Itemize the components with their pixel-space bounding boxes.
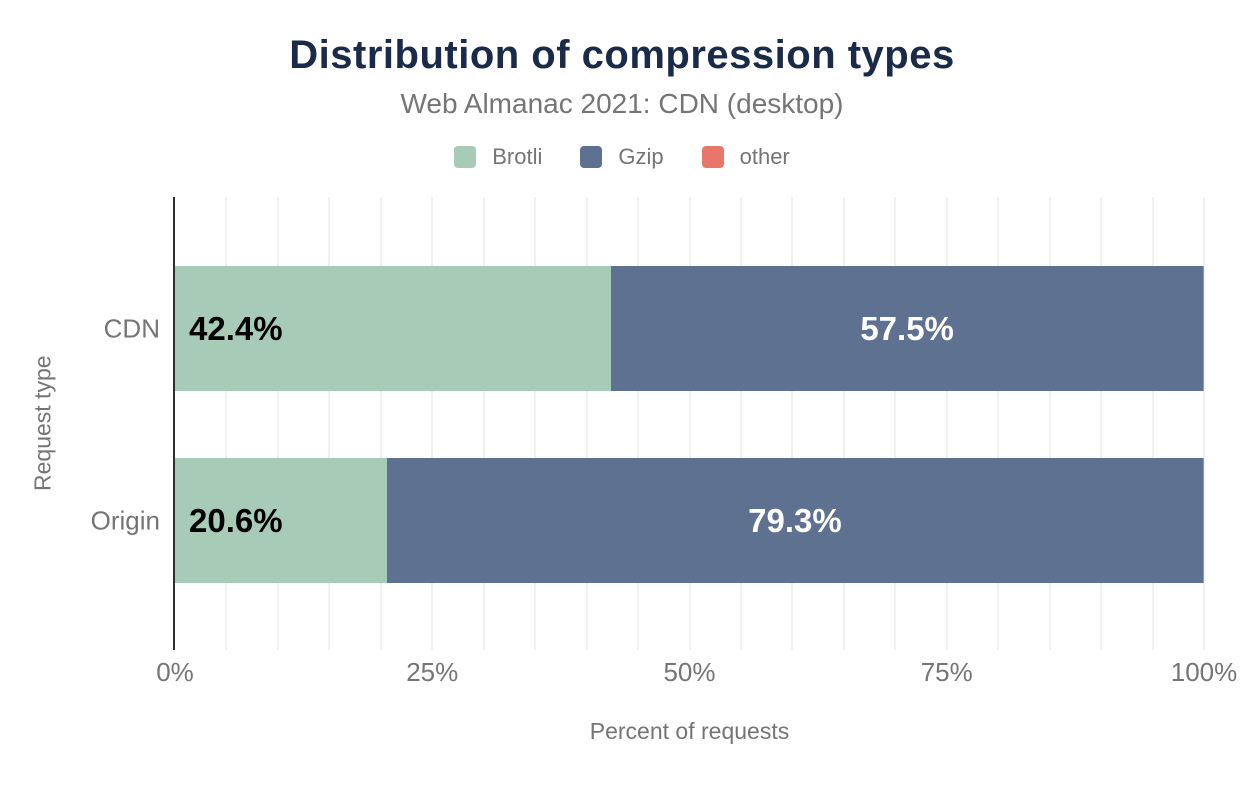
x-tick-label: 50% [663, 657, 716, 687]
bar-origin: Origin 20.6% 79.3% [91, 458, 1204, 583]
legend-label: other [739, 144, 790, 169]
plot-area: CDN 42.4% 57.5% Origin 20.6% 79.3% [91, 197, 1205, 650]
gridline [791, 197, 794, 650]
bar-segment-other [1202, 266, 1204, 391]
legend: Brotli Gzip other [0, 144, 1244, 170]
gridline [585, 197, 588, 650]
chart-title: Distribution of compression types [289, 33, 955, 77]
gridline [1100, 197, 1103, 650]
legend-item-brotli: Brotli [454, 144, 542, 170]
data-label: 57.5% [860, 309, 954, 347]
data-label: 79.3% [748, 501, 842, 539]
x-axis-ticks: 0% 25% 50% 75% 100% [156, 657, 1237, 691]
y-axis-line [173, 197, 175, 650]
bar-segment-brotli: 42.4% [175, 266, 612, 391]
legend-swatch-icon [701, 146, 724, 168]
gridline [225, 197, 228, 650]
legend-swatch-icon [454, 146, 477, 168]
legend-item-other: other [701, 144, 790, 170]
gridline [482, 197, 485, 650]
gridline [637, 197, 640, 650]
gridline [739, 197, 742, 650]
gridline [945, 197, 948, 650]
legend-item-gzip: Gzip [580, 144, 664, 170]
data-label: 42.4% [189, 309, 283, 347]
gridline [431, 197, 434, 650]
x-axis-title: Percent of requests [589, 718, 790, 744]
gridline [842, 197, 845, 650]
data-label: 20.6% [189, 501, 283, 539]
gridline [276, 197, 279, 650]
x-tick-label: 75% [920, 657, 973, 687]
legend-label: Gzip [618, 144, 664, 169]
bar-segment-other [1202, 458, 1204, 583]
chart-subtitle: Web Almanac 2021: CDN (desktop) [400, 88, 844, 119]
legend-swatch-icon [580, 146, 603, 168]
y-axis-title: Request type [29, 355, 56, 492]
x-tick-label: 100% [1170, 657, 1238, 687]
bar-segment-brotli: 20.6% [175, 458, 387, 583]
bar-segment-gzip: 79.3% [386, 458, 1203, 583]
category-label: Origin [90, 505, 160, 535]
gridline [534, 197, 537, 650]
x-tick-label: 0% [156, 657, 194, 687]
gridline [1048, 197, 1051, 650]
bar-cdn: CDN 42.4% 57.5% [104, 266, 1204, 391]
gridline [1151, 197, 1154, 650]
gridline [894, 197, 897, 650]
gridline [328, 197, 331, 650]
bar-segment-gzip: 57.5% [611, 266, 1203, 391]
gridline [1203, 197, 1205, 650]
legend-label: Brotli [492, 144, 543, 169]
category-label: CDN [103, 313, 160, 343]
gridline [997, 197, 1000, 650]
gridline [379, 197, 382, 650]
gridline [688, 197, 691, 650]
x-tick-label: 25% [406, 657, 459, 687]
